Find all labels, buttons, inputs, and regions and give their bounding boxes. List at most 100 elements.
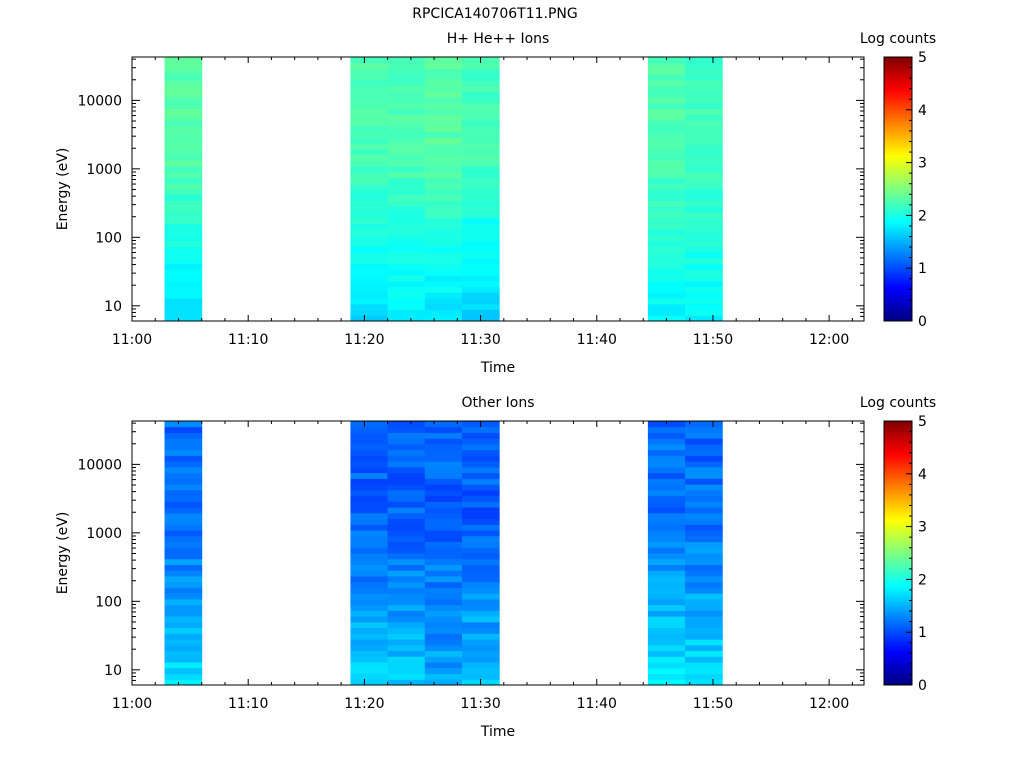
heatmap-cell <box>685 610 723 617</box>
y-tick-label: 10 <box>104 299 122 315</box>
heatmap-cell <box>350 593 389 600</box>
heatmap-cell <box>461 547 500 554</box>
heatmap-cell <box>685 472 723 479</box>
heatmap-cell <box>461 621 500 629</box>
heatmap-cell <box>647 240 686 247</box>
heatmap-cell <box>461 438 500 445</box>
heatmap-cell <box>164 461 203 468</box>
heatmap-cell <box>350 194 389 201</box>
heatmap-cell <box>387 246 426 253</box>
heatmap-cell <box>164 120 203 127</box>
heatmap-cell <box>647 171 686 179</box>
heatmap-cell <box>164 443 203 451</box>
heatmap-cell <box>350 639 389 646</box>
heatmap-cell <box>424 194 463 201</box>
heatmap-cell <box>350 114 389 121</box>
x-tick-label: 11:40 <box>577 696 617 712</box>
heatmap-cell <box>164 177 203 184</box>
heatmap-cell <box>647 125 686 133</box>
heatmap-cell <box>350 292 389 299</box>
heatmap-cell <box>164 263 203 270</box>
heatmap-cell <box>685 616 723 623</box>
heatmap-cell <box>350 610 389 617</box>
x-tick-label: 11:30 <box>460 696 500 712</box>
heatmap-cell <box>685 211 723 219</box>
heatmap-cell <box>647 650 686 657</box>
heatmap-cell <box>164 223 203 230</box>
heatmap-cell <box>350 604 389 611</box>
heatmap-cell <box>387 461 426 468</box>
heatmap-cell <box>164 280 203 288</box>
heatmap-cell <box>387 217 426 224</box>
heatmap-cell <box>461 455 500 462</box>
heatmap-cell <box>461 79 500 87</box>
heatmap-cell <box>424 200 463 207</box>
heatmap-cell <box>685 593 723 600</box>
heatmap-cell <box>424 449 463 456</box>
heatmap-cell <box>387 593 426 600</box>
heatmap-cell <box>424 211 463 219</box>
heatmap-cell <box>461 177 500 184</box>
heatmap-cell <box>387 524 426 531</box>
heatmap-cell <box>350 160 389 167</box>
heatmap-cell <box>647 553 686 560</box>
heatmap-cell <box>350 309 389 316</box>
heatmap-cell <box>424 223 463 230</box>
heatmap-cell <box>647 217 686 224</box>
heatmap-cell <box>164 472 203 479</box>
heatmap-cell <box>685 656 723 663</box>
heatmap-cell <box>350 97 389 104</box>
heatmap-cell <box>164 114 203 121</box>
y-tick-label: 10 <box>104 663 122 679</box>
heatmap-cell <box>685 518 723 525</box>
heatmap-cell <box>647 667 686 675</box>
heatmap-cell <box>387 125 426 133</box>
heatmap-cell <box>164 189 203 196</box>
heatmap-cell <box>164 275 203 282</box>
heatmap-cell <box>685 143 723 150</box>
heatmap-cell <box>461 650 500 657</box>
colorbar-label: Log counts <box>860 31 936 47</box>
heatmap-cell <box>685 650 723 657</box>
heatmap-cell <box>387 102 426 110</box>
heatmap-cell <box>164 91 203 98</box>
heatmap-cell <box>424 432 463 439</box>
heatmap-cell <box>387 495 426 502</box>
heatmap-cell <box>164 426 203 433</box>
heatmap-cell <box>461 478 500 485</box>
heatmap-cell <box>461 466 500 474</box>
heatmap-cell <box>387 257 426 265</box>
heatmap-cell <box>424 303 463 311</box>
heatmap-cell <box>350 217 389 224</box>
heatmap-cell <box>461 143 500 150</box>
heatmap-cell <box>647 137 686 144</box>
heatmap-cell <box>647 269 686 276</box>
heatmap-cell <box>164 512 203 520</box>
heatmap-cell <box>350 656 389 663</box>
heatmap-cell <box>424 461 463 468</box>
heatmap-cell <box>685 200 723 207</box>
x-tick-label: 11:00 <box>112 332 152 348</box>
heatmap-cell <box>685 280 723 288</box>
x-tick-label: 12:00 <box>809 332 849 348</box>
heatmap-cell <box>387 633 426 640</box>
heatmap-cell <box>350 125 389 133</box>
heatmap-cell <box>350 234 389 242</box>
heatmap-cell <box>461 234 500 242</box>
heatmap-cell <box>424 501 463 508</box>
heatmap-cell <box>647 610 686 617</box>
heatmap-cell <box>387 137 426 144</box>
heatmap-cell <box>387 200 426 207</box>
heatmap-cell <box>685 449 723 456</box>
heatmap-cell <box>647 292 686 299</box>
heatmap-cell <box>164 455 203 462</box>
heatmap-cell <box>387 604 426 611</box>
heatmap-cell <box>387 91 426 98</box>
heatmap-cell <box>164 639 203 646</box>
panel-title: Other Ions <box>461 395 534 411</box>
panel-title: H+ He++ Ions <box>447 31 550 47</box>
heatmap-cell <box>350 108 389 115</box>
heatmap-cell <box>461 125 500 133</box>
heatmap-cell <box>387 194 426 201</box>
heatmap-cell <box>387 518 426 525</box>
